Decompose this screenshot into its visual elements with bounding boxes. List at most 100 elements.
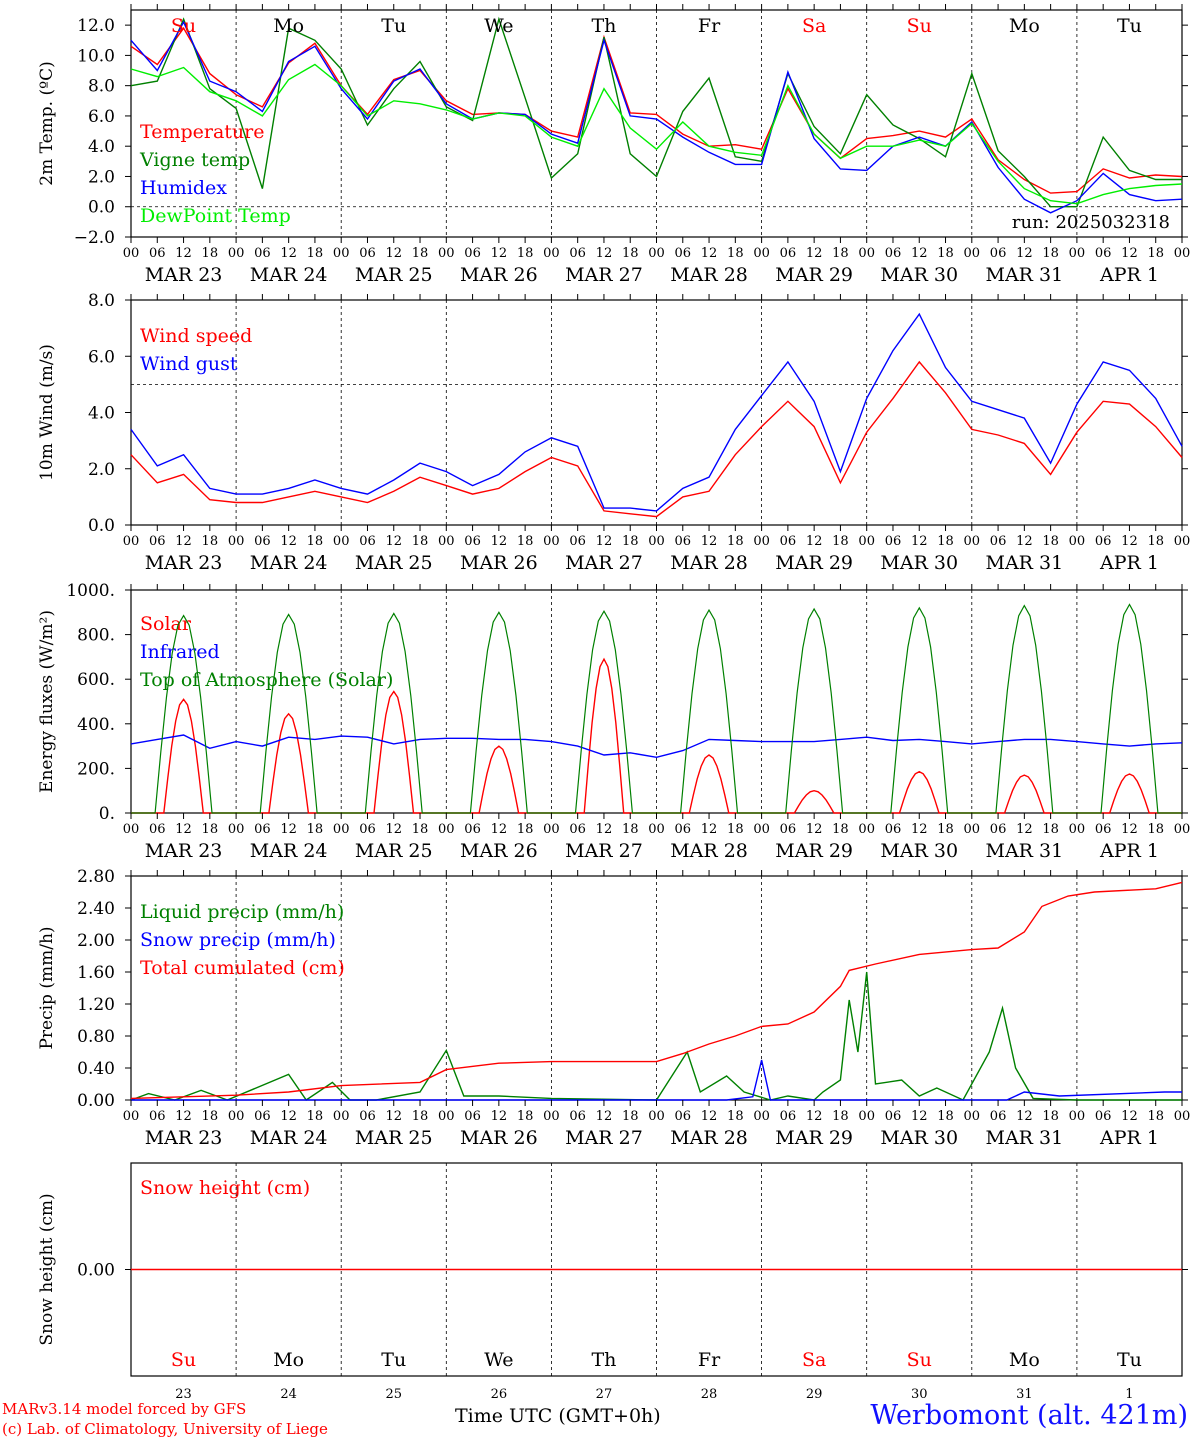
x-hour-label: 06	[885, 246, 902, 261]
x-hour-label: 12	[701, 822, 718, 837]
x-hour-label: 18	[517, 534, 534, 549]
x-hour-label: 18	[517, 246, 534, 261]
x-hour-label: 18	[202, 822, 219, 837]
bottom-day-number: 29	[806, 1387, 823, 1402]
x-hour-label: 18	[937, 246, 954, 261]
x-hour-label: 18	[727, 534, 744, 549]
x-date-label: MAR 31	[985, 264, 1063, 286]
y-tick-label: 2.40	[77, 899, 115, 919]
x-hour-label: 00	[1174, 246, 1191, 261]
x-hour-label: 06	[569, 246, 586, 261]
x-date-label: MAR 23	[145, 840, 223, 862]
x-date-label: MAR 28	[670, 840, 748, 862]
bottom-day-name: Su	[171, 1349, 196, 1371]
x-date-label: MAR 30	[880, 840, 958, 862]
x-hour-label: 12	[1016, 1109, 1033, 1124]
y-tick-label: 400.	[77, 715, 115, 735]
y-tick-label: 0.00	[77, 1091, 115, 1111]
x-hour-label: 00	[753, 534, 770, 549]
top-day-name: Tu	[381, 15, 406, 37]
x-hour-label: 06	[885, 534, 902, 549]
x-hour-label: 00	[543, 246, 560, 261]
x-hour-label: 18	[412, 1109, 429, 1124]
x-hour-label: 12	[701, 534, 718, 549]
x-hour-label: 06	[675, 1109, 692, 1124]
x-hour-label: 06	[780, 1109, 797, 1124]
x-hour-label: 12	[596, 822, 613, 837]
x-date-label: MAR 25	[355, 1127, 433, 1149]
x-hour-label: 18	[202, 534, 219, 549]
x-hour-label: 00	[1174, 1109, 1191, 1124]
x-hour-label: 18	[307, 246, 324, 261]
station-label: Werbomont (alt. 421m)	[870, 1400, 1188, 1431]
bottom-day-number: 25	[385, 1387, 402, 1402]
x-hour-label: 00	[858, 534, 875, 549]
x-hour-label: 00	[333, 822, 350, 837]
x-hour-label: 12	[280, 534, 297, 549]
x-date-label: MAR 23	[145, 552, 223, 574]
x-hour-label: 00	[1069, 822, 1086, 837]
x-hour-label: 12	[1121, 534, 1138, 549]
x-hour-label: 18	[832, 822, 849, 837]
y-tick-label: 8.0	[88, 77, 115, 97]
legend-entry: Liquid precip (mm/h)	[140, 901, 344, 923]
run-annotation: run: 2025032318	[1012, 212, 1170, 233]
x-hour-label: 06	[990, 534, 1007, 549]
x-hour-label: 12	[491, 822, 508, 837]
x-date-label: APR 1	[1099, 1127, 1159, 1149]
x-hour-label: 00	[333, 1109, 350, 1124]
y-axis-label: 10m Wind (m/s)	[37, 344, 57, 481]
top-day-name: Th	[591, 15, 616, 37]
x-date-label: MAR 30	[880, 552, 958, 574]
y-tick-label: 4.0	[88, 404, 115, 424]
top-day-name: Mo	[1009, 15, 1040, 37]
x-date-label: MAR 28	[670, 264, 748, 286]
x-hour-label: 06	[780, 246, 797, 261]
x-hour-label: 00	[648, 1109, 665, 1124]
bottom-day-name: Sa	[802, 1349, 826, 1371]
top-day-name: Sa	[802, 15, 826, 37]
bottom-day-name: Th	[591, 1349, 616, 1371]
y-axis-label: 2m Temp. (ºC)	[37, 61, 57, 186]
x-hour-label: 12	[701, 246, 718, 261]
x-date-label: MAR 27	[565, 1127, 643, 1149]
y-tick-label: 0.80	[77, 1027, 115, 1047]
legend-entry: DewPoint Temp	[140, 205, 291, 227]
x-hour-label: 06	[780, 534, 797, 549]
x-hour-label: 06	[254, 1109, 271, 1124]
x-hour-label: 18	[307, 534, 324, 549]
x-hour-label: 06	[464, 1109, 481, 1124]
y-tick-label: 800.	[77, 626, 115, 646]
series-line-temperature	[130, 26, 1183, 194]
x-hour-label: 18	[1042, 822, 1059, 837]
x-hour-label: 18	[622, 822, 639, 837]
x-hour-label: 06	[359, 246, 376, 261]
y-tick-label: 0.0	[88, 198, 115, 218]
x-hour-label: 00	[753, 822, 770, 837]
x-hour-label: 00	[753, 246, 770, 261]
x-hour-label: 06	[780, 822, 797, 837]
x-hour-label: 12	[385, 822, 402, 837]
y-tick-label: 12.0	[77, 16, 115, 36]
x-hour-label: 12	[491, 1109, 508, 1124]
x-hour-label: 06	[885, 822, 902, 837]
x-hour-label: 12	[701, 1109, 718, 1124]
x-date-label: MAR 27	[565, 552, 643, 574]
x-hour-label: 12	[596, 1109, 613, 1124]
x-hour-label: 00	[1174, 534, 1191, 549]
x-hour-label: 06	[569, 822, 586, 837]
legend-entry: Top of Atmosphere (Solar)	[140, 669, 393, 691]
x-hour-label: 06	[464, 822, 481, 837]
series-line-snow-precip-mm-h-	[131, 1059, 1182, 1101]
y-tick-label: 0.0	[88, 516, 115, 536]
x-date-label: MAR 28	[670, 552, 748, 574]
x-hour-label: 18	[412, 534, 429, 549]
legend-entry: Vigne temp	[139, 149, 250, 171]
x-hour-label: 12	[1121, 246, 1138, 261]
x-hour-label: 18	[1042, 246, 1059, 261]
x-hour-label: 06	[569, 1109, 586, 1124]
x-hour-label: 18	[1147, 1109, 1164, 1124]
x-date-label: MAR 23	[145, 264, 223, 286]
x-hour-label: 12	[806, 534, 823, 549]
y-tick-label: 1.60	[77, 963, 115, 983]
